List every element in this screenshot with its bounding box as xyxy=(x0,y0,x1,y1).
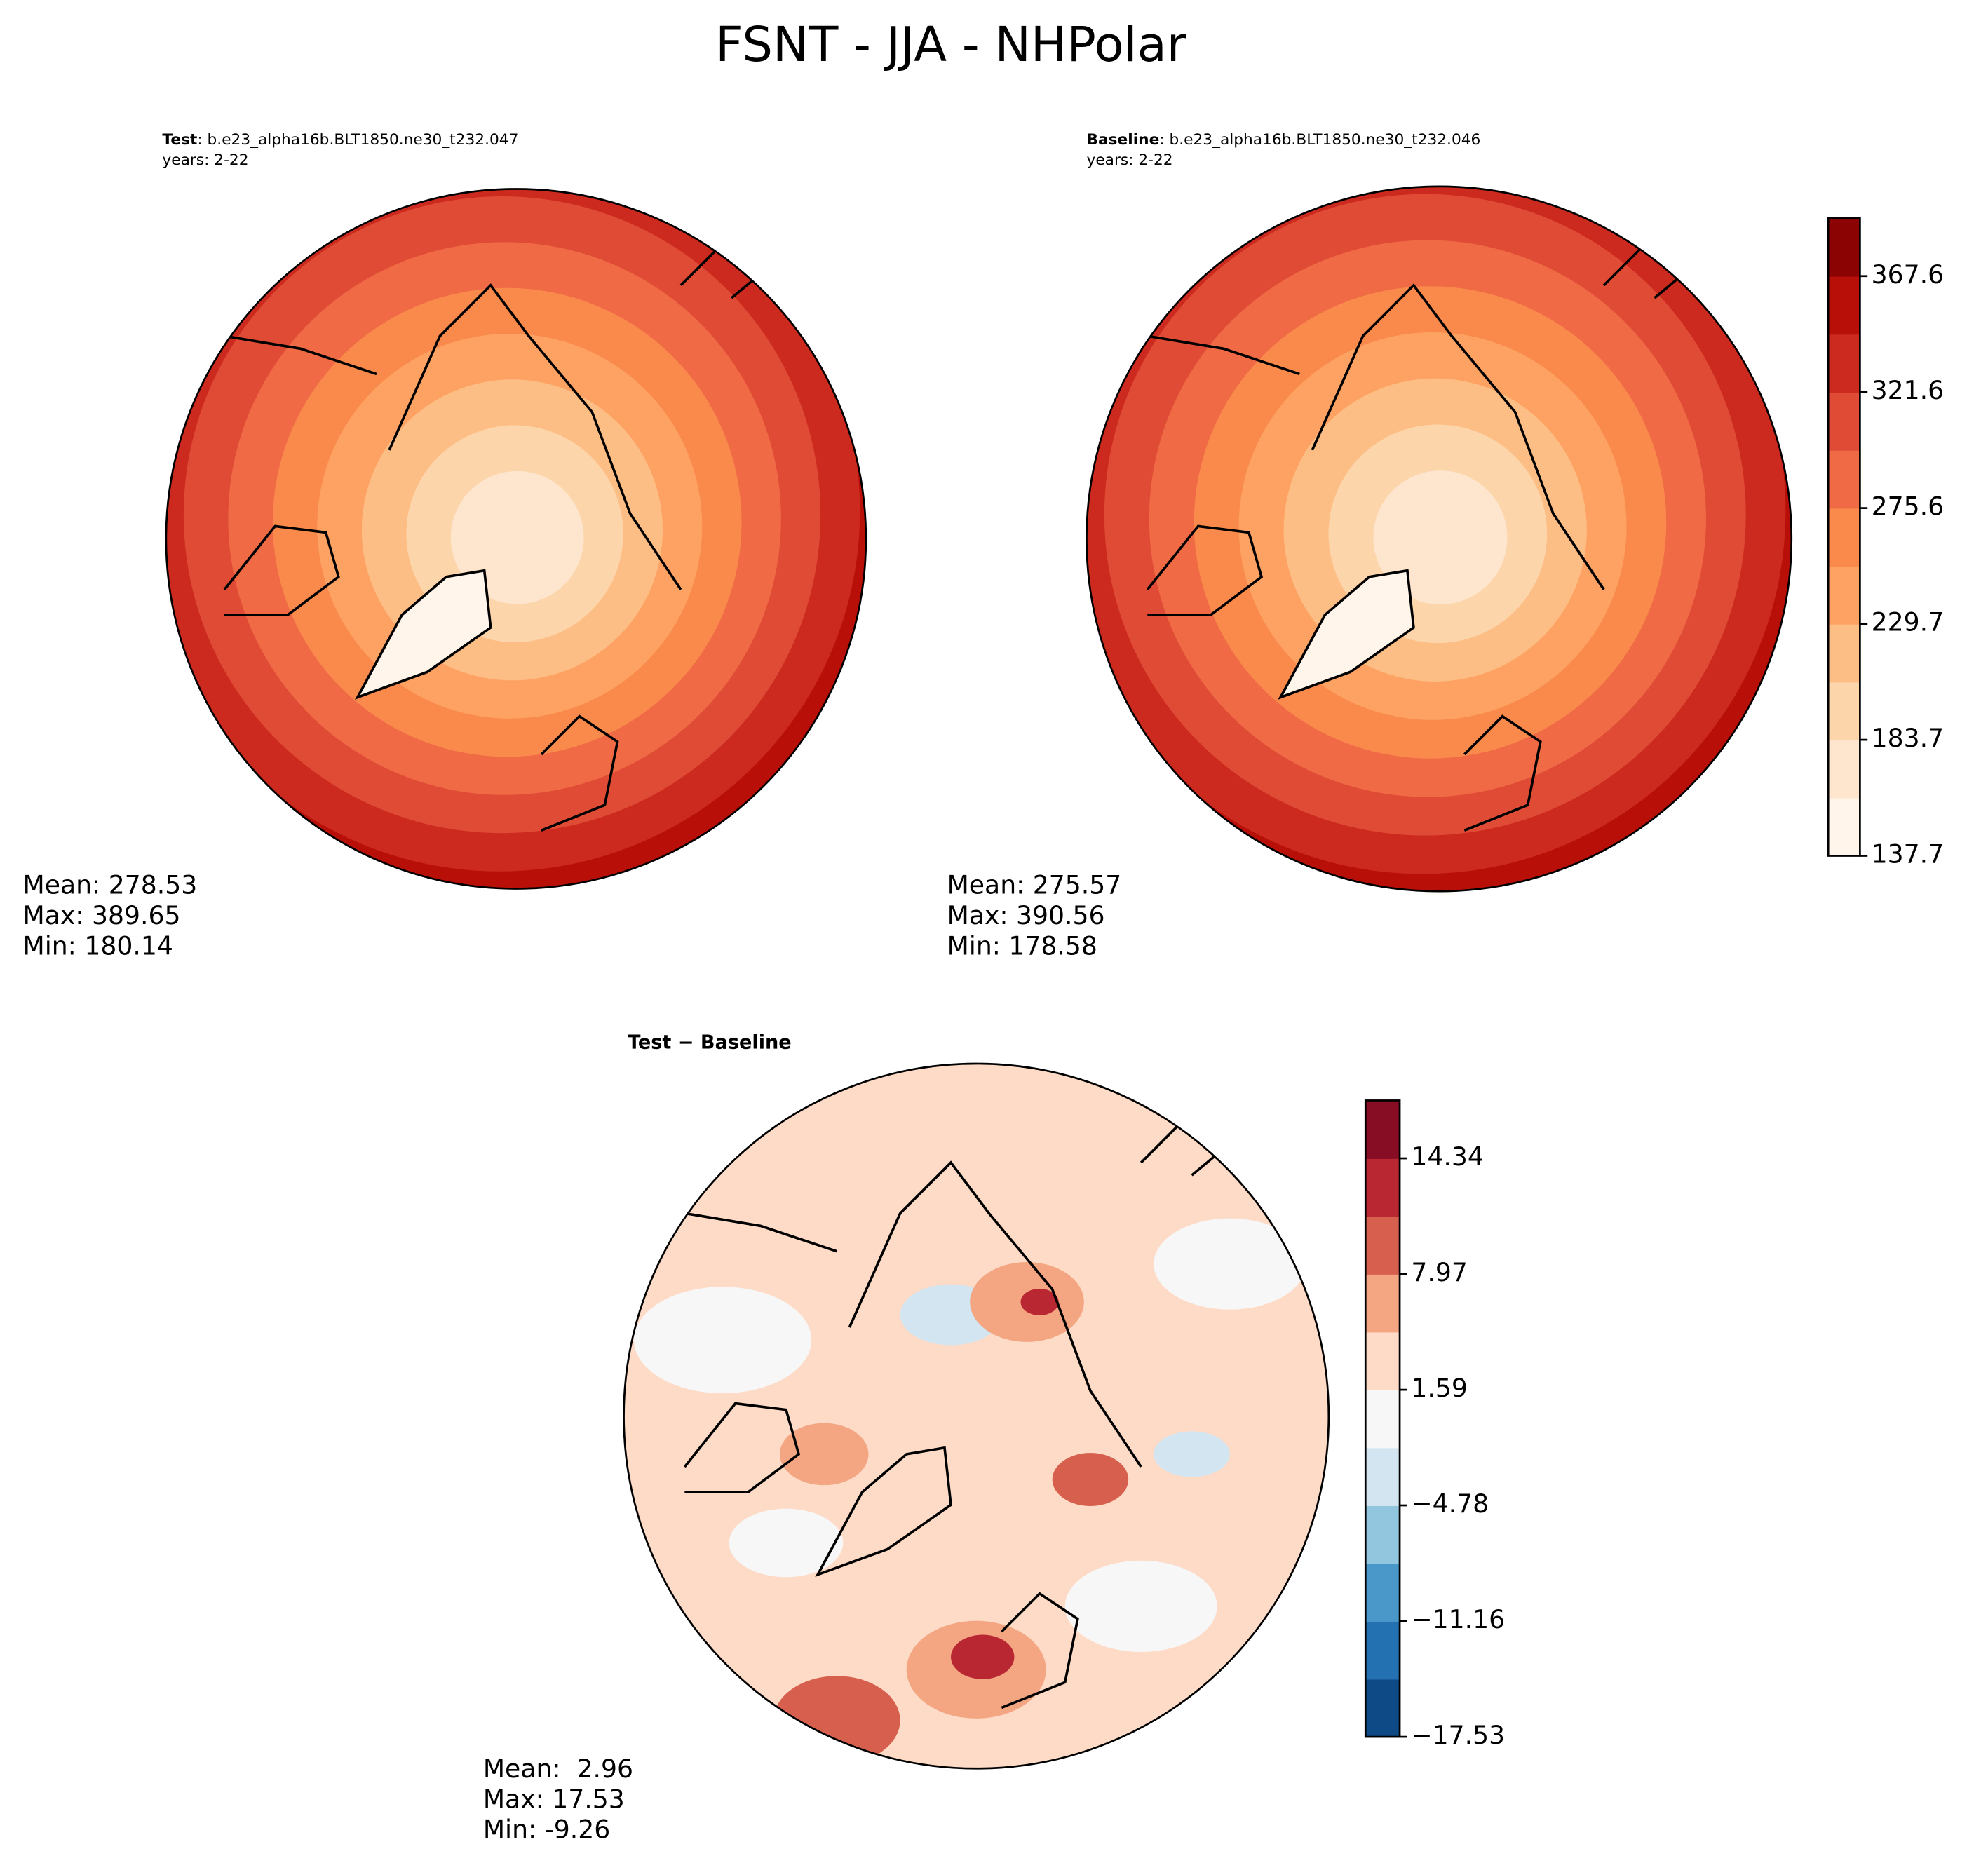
colorbar-band xyxy=(1828,392,1860,451)
contour-band xyxy=(634,1287,812,1394)
colorbar-band xyxy=(1365,1273,1400,1333)
colorbar-band xyxy=(1365,1158,1400,1217)
stat: Mean: 278.53 xyxy=(23,870,198,900)
map-boundary xyxy=(165,188,867,890)
figure-title: FSNT - JJA - NHPolar xyxy=(715,17,1187,73)
colorbar-band xyxy=(1828,740,1860,799)
contour-band xyxy=(1052,1453,1129,1507)
colorbar-band xyxy=(1365,1390,1400,1449)
map-field xyxy=(165,189,866,889)
contour-band xyxy=(1154,1431,1230,1477)
colorbar-band xyxy=(1828,508,1860,567)
colorbar-band xyxy=(1828,276,1860,335)
colorbar-frame xyxy=(1364,1099,1401,1738)
panel-label: Test − Baseline xyxy=(628,1031,792,1053)
map-boundary xyxy=(1086,185,1793,893)
colorbar-band xyxy=(1828,682,1860,741)
colorbar-frame xyxy=(1827,217,1861,857)
panel-subtitle: Baseline: b.e23_alpha16b.BLT1850.ne30_t2… xyxy=(1086,131,1480,149)
stat: Mean: 275.57 xyxy=(947,870,1122,900)
contour-band xyxy=(1064,1560,1217,1652)
colorbar-tick-label: 1.59 xyxy=(1411,1373,1468,1403)
contour-band xyxy=(1154,1218,1306,1310)
stat: Mean: 2.96 xyxy=(483,1754,633,1784)
colorbar-tick-label: 7.97 xyxy=(1411,1257,1468,1287)
colorbar-band xyxy=(1828,334,1860,393)
colorbar-tick-label: 229.7 xyxy=(1872,607,1945,637)
panel-years: years: 2-22 xyxy=(162,151,248,169)
stat: Min: 178.58 xyxy=(947,931,1097,961)
panel-label: Test xyxy=(162,131,197,149)
coastline xyxy=(683,1111,1269,1709)
colorbar-band xyxy=(1365,1563,1400,1622)
colorbar-tick-label: 183.7 xyxy=(1872,723,1945,753)
stat: Max: 390.56 xyxy=(947,900,1105,930)
colorbar-band xyxy=(1828,449,1860,509)
case-name: : b.e23_alpha16b.BLT1850.ne30_t232.047 xyxy=(197,131,518,149)
stat: Max: 389.65 xyxy=(23,900,181,930)
colorbar-band xyxy=(1828,218,1860,277)
coastline xyxy=(1146,233,1732,832)
colorbar-band xyxy=(1365,1505,1400,1564)
colorbar-band xyxy=(1828,566,1860,625)
ice-sheet xyxy=(357,570,491,698)
colorbar-band xyxy=(1828,623,1860,683)
colorbar-band xyxy=(1365,1100,1400,1159)
colorbar-tick-label: 321.6 xyxy=(1872,375,1945,405)
maps xyxy=(165,185,1793,1770)
panel-subtitle: Test: b.e23_alpha16b.BLT1850.ne30_t232.0… xyxy=(162,131,518,149)
colorbar-tick-label: 275.6 xyxy=(1872,492,1945,522)
colorbar-tick-label: −11.16 xyxy=(1411,1604,1505,1634)
colorbar-band xyxy=(1365,1216,1400,1275)
panel-label: Baseline xyxy=(1086,131,1159,149)
contour-band xyxy=(729,1508,844,1578)
colorbar-band xyxy=(1828,797,1860,857)
contour-band xyxy=(773,1676,900,1765)
contour-band xyxy=(1020,1288,1059,1315)
coastline xyxy=(223,233,809,832)
colorbar-band xyxy=(1365,1679,1400,1737)
map-field xyxy=(623,1064,1329,1769)
panel-years: years: 2-22 xyxy=(1086,151,1172,169)
stat: Max: 17.53 xyxy=(483,1784,625,1814)
contour-band xyxy=(951,1634,1015,1679)
case-name: : b.e23_alpha16b.BLT1850.ne30_t232.046 xyxy=(1159,131,1480,149)
colorbar-tick-label: 14.34 xyxy=(1411,1141,1484,1172)
colorbar-tick-label: −4.78 xyxy=(1411,1489,1489,1519)
map-field xyxy=(1086,186,1792,892)
colorbar-tick-label: −17.53 xyxy=(1411,1720,1505,1750)
contour-band xyxy=(779,1423,869,1486)
stat: Min: 180.14 xyxy=(23,931,173,961)
colorbar-band xyxy=(1365,1621,1400,1680)
colorbar-band xyxy=(1365,1332,1400,1390)
ice-sheet xyxy=(1280,570,1414,698)
stat: Min: -9.26 xyxy=(483,1815,610,1845)
colorbar-band xyxy=(1365,1447,1400,1506)
colorbar-tick-label: 367.6 xyxy=(1872,259,1945,290)
colorbar-tick-label: 137.7 xyxy=(1872,839,1945,869)
map-boundary xyxy=(623,1062,1330,1770)
